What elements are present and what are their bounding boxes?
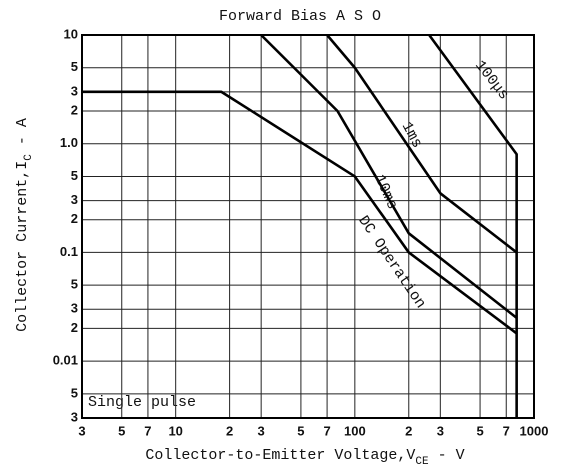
x-tick-label: 3: [78, 423, 85, 438]
y-tick-label: 5: [71, 277, 78, 292]
y-tick-label: 2: [71, 320, 78, 335]
x-tick-label: 5: [297, 423, 304, 438]
y-axis-label: Collector Current,IC - A: [14, 118, 35, 332]
x-tick-label: 10: [168, 423, 182, 438]
series-line: [326, 34, 518, 254]
chart-title: Forward Bias A S O: [219, 8, 381, 25]
y-tick-label: 3: [71, 192, 78, 207]
x-tick-label: 3: [258, 423, 265, 438]
x-tick-label: 5: [476, 423, 483, 438]
y-tick-label: 5: [71, 385, 78, 400]
y-tick-label: 3: [71, 301, 78, 316]
x-tick-label: 2: [405, 423, 412, 438]
x-tick-label: 1000: [520, 423, 549, 438]
y-tick-label: 0.1: [60, 244, 78, 259]
x-tick-label: 7: [323, 423, 330, 438]
y-tick-label: 3: [71, 83, 78, 98]
y-tick-label: 5: [71, 59, 78, 74]
series-line: [260, 34, 518, 319]
y-tick-label: 5: [71, 168, 78, 183]
y-tick-label: 2: [71, 102, 78, 117]
series-line: [82, 90, 518, 335]
x-tick-label: 2: [226, 423, 233, 438]
plot-frame: [81, 34, 535, 419]
x-tick-label: 3: [437, 423, 444, 438]
y-tick-label: 1.0: [60, 135, 78, 150]
y-tick-label: 3: [71, 409, 78, 424]
annotation: Single pulse: [88, 394, 196, 411]
y-tick-label: 10: [64, 26, 78, 41]
x-tick-label: 100: [344, 423, 366, 438]
x-tick-label: 7: [144, 423, 151, 438]
x-tick-label: 7: [503, 423, 510, 438]
series-line: [428, 34, 518, 418]
y-tick-label: 2: [71, 211, 78, 226]
x-axis-label: Collector-to-Emitter Voltage,VCE - V: [145, 447, 464, 468]
x-tick-label: 5: [118, 423, 125, 438]
y-tick-label: 0.01: [53, 353, 78, 368]
